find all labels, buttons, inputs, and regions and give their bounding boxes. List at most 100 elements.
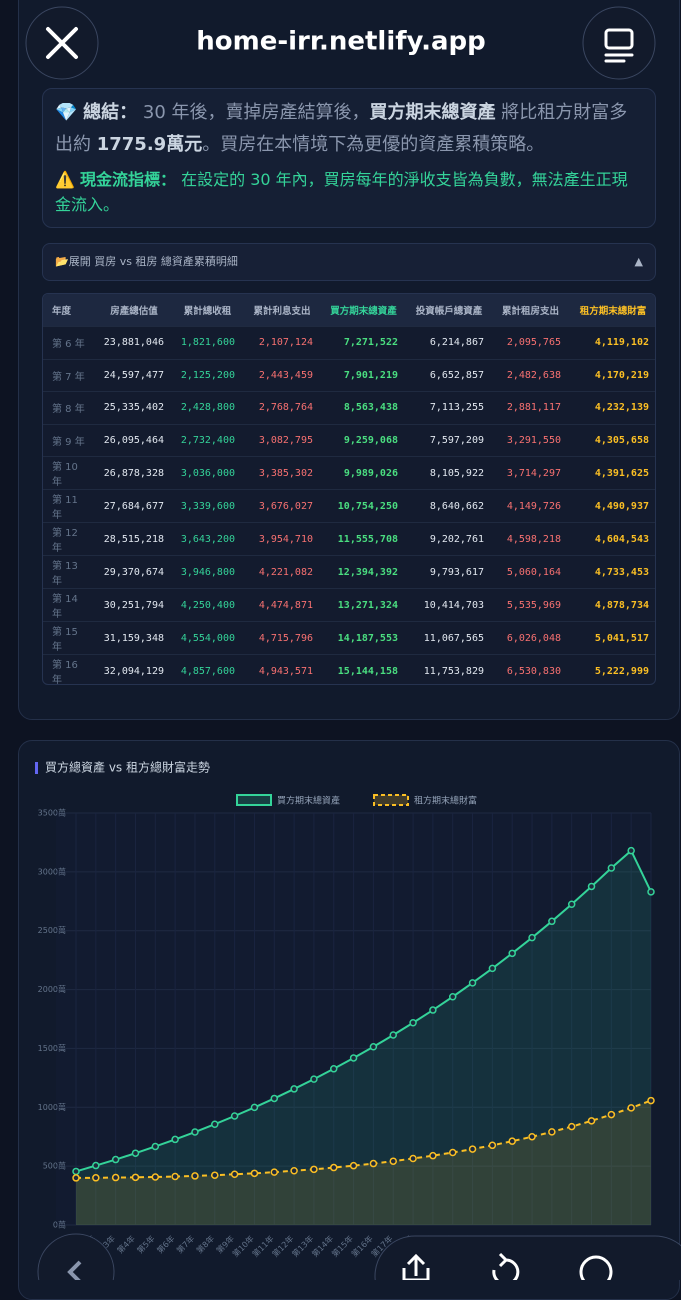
table-cell: 3,643,200 <box>172 522 243 556</box>
data-point <box>72 1174 80 1182</box>
table-cell: 4,305,658 <box>569 423 655 457</box>
table-cell: 6,026,048 <box>492 621 569 655</box>
data-point <box>72 1167 80 1176</box>
table-cell: 28,515,218 <box>96 522 172 556</box>
column-header: 房產總估值 <box>96 294 172 327</box>
data-point <box>111 1173 120 1182</box>
reload-icon[interactable] <box>492 1252 520 1280</box>
table-cell: 14,187,553 <box>321 621 406 655</box>
table-cell: 2,768,764 <box>243 391 321 425</box>
table-cell: 2,107,124 <box>243 326 321 360</box>
text: 。買房在本情境下為更優的資產累積策略。 <box>202 134 545 155</box>
legend-swatch <box>236 794 272 806</box>
data-point <box>508 949 516 958</box>
table-cell: 11,555,708 <box>321 522 406 556</box>
table-cell: 4,857,600 <box>172 654 243 684</box>
table-cell: 11,753,829 <box>406 654 492 684</box>
table-cell: 32,094,129 <box>96 654 172 684</box>
table-cell: 4,598,218 <box>492 522 569 556</box>
y-tick-label: 1000萬 <box>38 1102 66 1112</box>
table-cell: 第 7 年 <box>43 358 96 392</box>
back-button[interactable] <box>37 1233 115 1280</box>
table-cell: 5,535,969 <box>492 588 569 622</box>
table-cell: 13,271,324 <box>321 588 406 622</box>
data-point <box>488 1141 497 1150</box>
data-point <box>607 864 616 872</box>
table-cell: 4,119,102 <box>569 326 655 360</box>
menu-button[interactable] <box>582 6 656 80</box>
data-point <box>607 1110 616 1119</box>
table-cell: 24,597,477 <box>96 358 172 392</box>
share-icon[interactable] <box>402 1253 430 1280</box>
data-point <box>290 1085 298 1093</box>
table-cell: 2,482,638 <box>492 358 569 392</box>
data-point <box>587 882 596 891</box>
table-cell: 2,428,800 <box>172 391 243 425</box>
table-cell: 11,067,565 <box>406 621 492 655</box>
menu-icon <box>604 53 634 63</box>
table-row: 第 13 年 29,370,674 3,946,800 4,221,082 12,394… <box>43 555 655 589</box>
table-cell: 4,221,082 <box>243 555 321 589</box>
table-cell: 4,474,871 <box>243 588 321 622</box>
warning: ⚠️ 現金流指標： 在設定的 30 年內，買房每年的淨收支皆為負數，無法產生正現… <box>55 167 643 217</box>
data-point <box>310 1075 318 1083</box>
table-cell: 7,271,522 <box>321 326 406 360</box>
table-cell: 第 10 年 <box>43 456 96 490</box>
compass-icon[interactable] <box>579 1255 613 1280</box>
table-cell: 27,684,677 <box>96 489 172 523</box>
table-cell: 2,732,400 <box>172 423 243 457</box>
data-point <box>171 1172 179 1181</box>
table-cell: 3,291,550 <box>492 423 569 457</box>
data-point <box>151 1173 160 1181</box>
icon: 💎 <box>55 102 78 123</box>
table-cell: 6,652,857 <box>406 358 492 392</box>
label: 現金流指標： <box>80 170 177 189</box>
url[interactable]: home-irr.netlify.app <box>196 27 486 57</box>
data-point <box>389 1031 397 1039</box>
table-cell: 4,604,543 <box>569 522 655 556</box>
table-cell: 4,943,571 <box>243 654 321 684</box>
data-point <box>448 993 457 1001</box>
table-row: 第 8 年 25,335,402 2,428,800 2,768,764 8,563,4… <box>43 391 655 425</box>
accordion[interactable]: 📂展開 買房 vs 租房 總資產累積明細 ▲ <box>42 243 656 281</box>
table-cell: 15,144,158 <box>321 654 406 684</box>
table-cell: 2,443,459 <box>243 358 321 392</box>
table-cell: 第 9 年 <box>43 423 96 457</box>
accordion-label: 📂展開 買房 vs 租房 總資產累積明細 <box>55 255 238 268</box>
table-row: 第 15 年 31,159,348 4,554,000 4,715,796 14,187… <box>43 621 655 655</box>
data-point <box>211 1120 219 1128</box>
browser-top-bar: home-irr.netlify.app <box>25 6 656 80</box>
toolbar-pill <box>374 1235 681 1280</box>
table-row: 第 11 年 27,684,677 3,339,600 3,676,027 10,754… <box>43 489 655 523</box>
table-cell: 3,082,795 <box>243 423 321 457</box>
table-cell: 3,036,000 <box>172 456 243 490</box>
column-header: 累計總收租 <box>172 294 243 327</box>
data-point <box>191 1172 199 1180</box>
amount: 1775.9萬元 <box>96 134 203 155</box>
data-point <box>508 1137 516 1145</box>
data-point <box>528 1132 536 1141</box>
y-tick-label: 2500萬 <box>38 925 66 935</box>
highlight: 買方期末總資產 <box>369 102 496 123</box>
table-cell: 3,714,297 <box>492 456 569 490</box>
table-cell: 第 6 年 <box>43 326 96 360</box>
table-cell: 9,259,068 <box>321 423 406 457</box>
data-point <box>92 1174 100 1182</box>
table-cell: 4,149,726 <box>492 489 569 523</box>
table-cell: 2,125,200 <box>172 358 243 392</box>
data-point <box>548 1128 556 1136</box>
table-row: 第 9 年 26,095,464 2,732,400 3,082,795 9,259,0… <box>43 423 655 457</box>
table-cell: 3,946,800 <box>172 555 243 589</box>
table-cell: 7,113,255 <box>406 391 492 425</box>
summary-card: 💎 總結： 30 年後，賣掉房產結算後，買方期末總資產 將比租方財富多出約 17… <box>42 88 656 228</box>
chart: 買方總資產 vs 租方總財富走勢 0萬500萬1000萬1500萬2000萬25… <box>35 760 655 1259</box>
data-point <box>270 1168 279 1176</box>
data-point <box>290 1166 298 1175</box>
icon: ⚠️ <box>55 170 75 189</box>
table-cell: 9,989,026 <box>321 456 406 490</box>
data-point <box>310 1165 318 1174</box>
table-cell: 第 16 年 <box>43 654 96 684</box>
table-cell: 2,881,117 <box>492 391 569 425</box>
data-point <box>191 1128 199 1136</box>
